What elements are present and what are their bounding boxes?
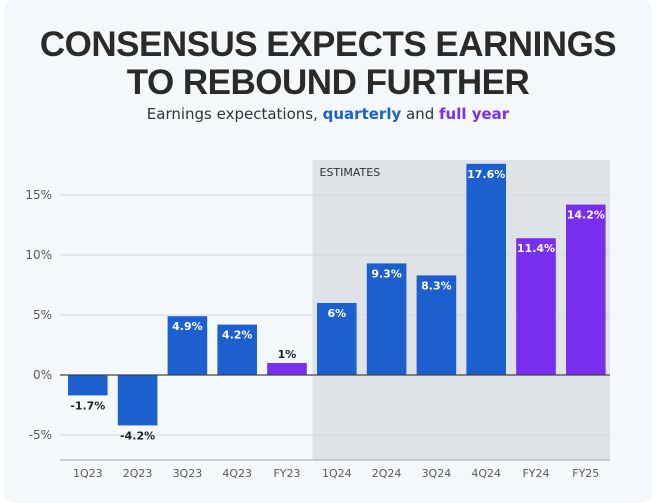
bar-1q24 [317,303,357,375]
subtitle-middle: and [401,105,440,123]
category-label: 3Q23 [173,467,203,480]
chart-subtitle: Earnings expectations, quarterly and ful… [4,105,652,123]
bar-fy24 [516,238,556,375]
category-label: 4Q23 [222,467,252,480]
bar-4q24 [466,163,506,375]
category-label: 1Q24 [322,467,352,480]
chart-title-line-1: CONSENSUS EXPECTS EARNINGS [39,25,617,64]
category-label: 2Q23 [123,467,153,480]
bar-3q24 [416,275,457,375]
bar-4q23 [217,324,257,375]
chart-title-line-2: TO REBOUND FURTHER [126,63,530,102]
category-label: FY23 [273,467,300,480]
data-label: 17.6% [467,168,505,181]
bar-chart: ESTIMATES -5% 0% 5% 10% 15% -1.7% 1Q23 -4.2% 2Q23… [25,160,610,480]
subtitle-quarterly: quarterly [322,105,402,123]
data-label: -1.7% [70,399,105,412]
category-label: FY25 [572,467,599,480]
data-label: 11.4% [517,242,555,255]
data-label: 1% [278,348,297,361]
bar-fy25 [566,204,606,375]
category-label: 3Q24 [422,467,452,480]
chart-card: CONSENSUS EXPECTS EARNINGS TO REBOUND FU… [4,0,652,503]
category-label: 1Q23 [73,467,103,480]
data-label: 8.3% [421,279,452,292]
y-tick-label: 5% [33,308,52,322]
estimates-band [312,160,610,460]
estimates-label: ESTIMATES [320,166,381,179]
bar-2q24 [366,263,407,375]
y-tick-label: -5% [29,428,52,442]
category-label: 2Q24 [372,467,402,480]
data-label: 6% [327,307,346,320]
y-tick-label: 10% [25,248,52,262]
data-label: 4.9% [172,320,203,333]
data-label: -4.2% [120,429,155,442]
chart-title: CONSENSUS EXPECTS EARNINGS TO REBOUND FU… [4,26,652,102]
bar-fy23 [267,363,307,375]
data-label: 4.2% [222,329,253,342]
bar-3q23 [167,316,208,375]
subtitle-prefix: Earnings expectations, [146,105,323,123]
bar-2q23 [117,375,158,426]
bar-1q23 [68,375,108,396]
y-tick-label: 15% [25,188,52,202]
subtitle-full-year: full year [439,105,510,123]
data-label: 14.2% [567,209,605,222]
category-label: FY24 [522,467,549,480]
data-label: 9.3% [371,267,402,280]
category-label: 4Q24 [471,467,501,480]
y-tick-label: 0% [33,368,52,382]
